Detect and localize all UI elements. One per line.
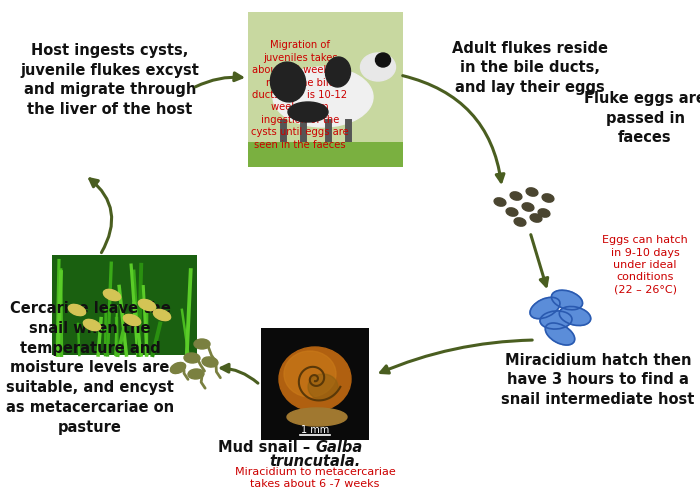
Ellipse shape (540, 311, 572, 329)
Ellipse shape (530, 214, 542, 222)
Text: Galba: Galba (315, 440, 363, 456)
Ellipse shape (188, 369, 204, 379)
Text: Fluke eggs are
passed in
faeces: Fluke eggs are passed in faeces (584, 90, 700, 146)
Text: Eggs can hatch
in 9-10 days
under ideal
conditions
(22 – 26°C): Eggs can hatch in 9-10 days under ideal … (602, 235, 688, 295)
Ellipse shape (284, 351, 336, 397)
Ellipse shape (522, 203, 534, 211)
Bar (261, 328, 369, 440)
Ellipse shape (559, 306, 591, 326)
Text: Miracidium to metacercariae
takes about 6 -7 weeks: Miracidium to metacercariae takes about … (234, 467, 395, 489)
Ellipse shape (552, 290, 582, 310)
Ellipse shape (542, 194, 554, 202)
Bar (52, 255, 197, 355)
Text: Miracidium hatch then
have 3 hours to find a
snail intermediate host: Miracidium hatch then have 3 hours to fi… (501, 352, 694, 408)
Ellipse shape (194, 339, 210, 349)
Text: Adult flukes reside
in the bile ducts,
and lay their eggs: Adult flukes reside in the bile ducts, a… (452, 40, 608, 96)
Ellipse shape (308, 374, 338, 400)
Ellipse shape (104, 290, 120, 300)
Ellipse shape (375, 53, 391, 67)
Ellipse shape (270, 62, 306, 102)
Ellipse shape (279, 347, 351, 411)
Bar (248, 12, 403, 167)
Text: Mud snail –: Mud snail – (218, 440, 315, 456)
Ellipse shape (202, 357, 218, 367)
Text: 1 mm: 1 mm (301, 425, 329, 435)
Ellipse shape (545, 323, 575, 345)
Ellipse shape (153, 310, 171, 320)
Ellipse shape (326, 57, 351, 87)
Ellipse shape (273, 67, 373, 127)
Text: Migration of
juveniles takes
about 6-8 weeks to
reach the bile
ducts. PPP is 10-: Migration of juveniles takes about 6-8 w… (251, 40, 349, 150)
Ellipse shape (538, 209, 550, 217)
Text: Cercariae leave the
snail when the
temperature and
moisture levels are
suitable,: Cercariae leave the snail when the tempe… (6, 301, 174, 435)
Ellipse shape (510, 192, 522, 200)
Ellipse shape (360, 53, 395, 81)
Ellipse shape (526, 188, 538, 196)
Bar (248, 142, 403, 167)
Ellipse shape (184, 353, 200, 363)
Ellipse shape (530, 298, 560, 318)
Ellipse shape (506, 208, 518, 216)
Ellipse shape (123, 314, 141, 326)
Ellipse shape (514, 218, 526, 226)
Text: truncutala.: truncutala. (270, 454, 360, 469)
Ellipse shape (69, 304, 85, 316)
Ellipse shape (494, 198, 506, 206)
Text: Host ingests cysts,
juvenile flukes excyst
and migrate through
the liver of the : Host ingests cysts, juvenile flukes excy… (20, 43, 199, 117)
Ellipse shape (287, 408, 347, 426)
Ellipse shape (288, 102, 328, 122)
Ellipse shape (170, 362, 186, 374)
Ellipse shape (83, 320, 101, 330)
Ellipse shape (139, 300, 155, 310)
